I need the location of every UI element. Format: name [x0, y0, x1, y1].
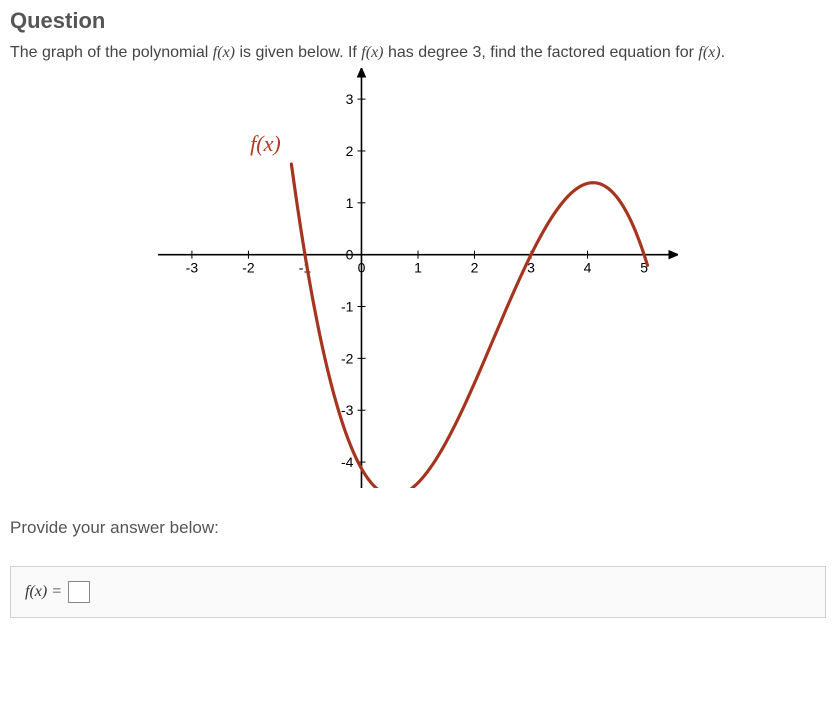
provide-answer-label: Provide your answer below: — [10, 518, 826, 538]
svg-text:-3: -3 — [186, 260, 199, 276]
prompt-part-2: is given below. If — [235, 44, 361, 61]
answer-input[interactable] — [68, 581, 90, 603]
svg-text:-1: -1 — [341, 299, 354, 315]
answer-prefix: f(x) = — [25, 583, 62, 601]
polynomial-chart: -3-2-1012345-4-3-2-10123f(x) — [158, 68, 678, 488]
svg-text:-2: -2 — [242, 260, 255, 276]
svg-text:2: 2 — [471, 260, 479, 276]
svg-text:-4: -4 — [341, 454, 354, 470]
answer-container: f(x) = — [10, 566, 826, 618]
svg-text:3: 3 — [346, 91, 354, 107]
question-prompt: The graph of the polynomial f(x) is give… — [10, 44, 826, 62]
svg-text:0: 0 — [358, 260, 366, 276]
prompt-part-5: . — [721, 44, 725, 61]
svg-text:-2: -2 — [341, 350, 354, 366]
prompt-fx-2: f(x) — [361, 44, 383, 61]
svg-text:-3: -3 — [341, 402, 354, 418]
prompt-part-3: has degree — [384, 44, 473, 61]
prompt-part-4: , find the factored equation for — [481, 44, 698, 61]
svg-text:2: 2 — [346, 143, 354, 159]
svg-text:1: 1 — [414, 260, 422, 276]
svg-text:f(x): f(x) — [250, 131, 281, 156]
prompt-part-1: The graph of the polynomial — [10, 44, 213, 61]
question-heading: Question — [10, 8, 826, 34]
svg-text:0: 0 — [346, 247, 354, 263]
svg-text:1: 1 — [346, 195, 354, 211]
prompt-fx-1: f(x) — [213, 44, 235, 61]
prompt-fx-3: f(x) — [698, 44, 720, 61]
svg-text:4: 4 — [584, 260, 592, 276]
